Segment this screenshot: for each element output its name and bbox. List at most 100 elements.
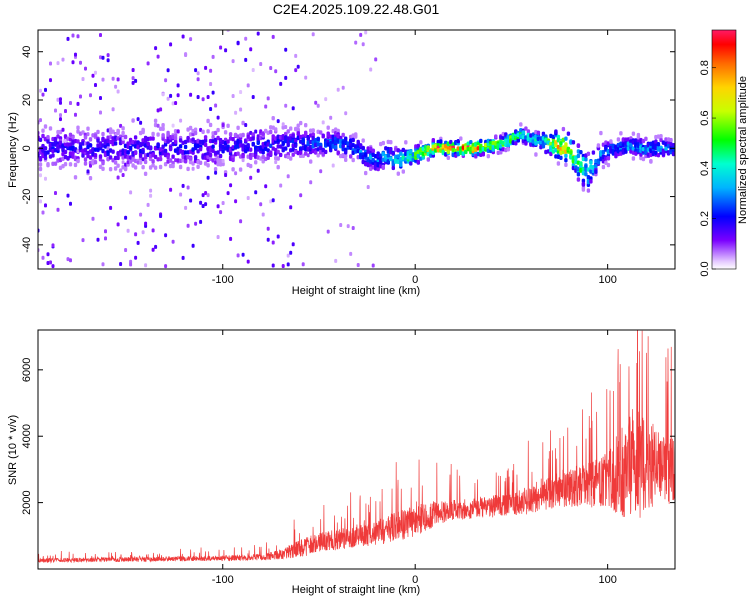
spectrogram-cell (274, 69, 278, 74)
spectrogram-cell (266, 237, 270, 242)
spectrogram-cell (374, 57, 378, 62)
spectrogram-cell (386, 153, 390, 158)
spectrogram-cell (289, 126, 293, 131)
spectrogram-cell (604, 160, 608, 165)
spectrogram-cell (238, 139, 243, 145)
spectrogram-cell (581, 185, 586, 190)
spectrogram-cell (256, 134, 260, 139)
spectrogram-cell (304, 130, 308, 135)
spectrogram-cell (266, 226, 270, 231)
spectrogram-cell (174, 140, 178, 145)
spectrogram-cell (541, 144, 546, 149)
snr-y-tick-label: 2000 (21, 490, 33, 514)
spectrogram-cell (133, 135, 138, 140)
spectrogram-cell (479, 138, 483, 144)
spectrogram-cell (664, 146, 668, 151)
spectrogram-cell (161, 144, 165, 149)
spectrogram-cell (236, 125, 240, 130)
spectrogram-cell (176, 129, 180, 134)
spectrogram-cell (131, 76, 135, 81)
spectrogram-cell (284, 103, 288, 108)
colorbar-tick-label: 0.8 (699, 60, 711, 75)
spectrogram-cell (601, 149, 606, 155)
spectrogram-cell (81, 238, 85, 243)
spectrogram-cell (124, 248, 128, 252)
spectrogram-cell (164, 233, 168, 238)
spectrogram-cell (96, 144, 100, 149)
spectrogram-cell (209, 68, 213, 73)
spectrogram-cell (371, 148, 375, 154)
spectrogram-cell (101, 55, 105, 60)
spectrogram-cell (431, 150, 435, 155)
spectrogram-cell (89, 163, 92, 168)
spectrogram-cell (168, 146, 173, 152)
spectrogram-cell (183, 144, 188, 150)
spectrogram-cell (524, 140, 528, 146)
spectrogram-cell (586, 188, 591, 193)
spectrogram-cell (191, 243, 195, 248)
spectrogram-cell (149, 193, 153, 198)
spectrogram-cell (241, 147, 245, 152)
spectrogram-cell (316, 153, 320, 158)
spectrogram-cell (254, 129, 258, 134)
spectrogram-cell (219, 210, 223, 215)
spectrogram-cell (261, 144, 265, 149)
spectrogram-cell (59, 97, 62, 102)
spectrogram-cell (61, 57, 65, 62)
spectrogram-cell (191, 137, 195, 142)
spectrogram-cell (276, 119, 280, 124)
spectrogram-cell (99, 96, 102, 100)
spectrogram-cell (156, 108, 160, 113)
spectrogram-cell (321, 134, 325, 139)
spectrogram-cell (409, 149, 413, 154)
spectrogram-cell (671, 151, 675, 157)
spectrogram-cell (166, 96, 170, 101)
spectrogram-cell (108, 167, 113, 172)
spectrogram-cell (249, 175, 253, 180)
spectrogram-cell (106, 146, 110, 151)
spectrogram-cell (78, 145, 83, 150)
spectrogram-cell (116, 222, 120, 227)
spectrogram-cell (524, 126, 528, 131)
spectrogram-cell (84, 66, 87, 71)
spectrogram-cell (346, 224, 350, 229)
spectrogram-cell (564, 162, 568, 167)
spectrogram-cell (106, 53, 110, 58)
spectrogram-cell (296, 123, 300, 128)
spectrogram-cell (183, 159, 188, 164)
spectrogram-cell (231, 167, 235, 172)
spectrogram-cell (139, 212, 143, 217)
spectrogram-cell (306, 153, 310, 158)
spectrogram-cell (249, 163, 253, 169)
spectrogram-cell (186, 166, 190, 172)
spectrogram-cell (171, 154, 175, 159)
spectrogram-cell (221, 161, 225, 167)
spectrogram-cell (121, 136, 125, 141)
spectrogram-cell (148, 136, 153, 141)
spectrogram-cell (356, 139, 360, 145)
spectrogram-cell (459, 136, 463, 141)
spectrogram-cell (133, 150, 138, 156)
spectrogram-cell (176, 93, 180, 98)
spectrogram-cell (324, 149, 328, 155)
spectrogram-cell (66, 36, 70, 41)
spectrogram-cell (229, 236, 233, 241)
snr-panel: -100 0 100 2000 4000 6000 Height of straight … (7, 329, 676, 596)
spectrogram-cell (199, 219, 203, 224)
spectrogram-cell (354, 133, 358, 138)
spectrogram-cell (141, 129, 145, 135)
spectrogram-cell (194, 221, 198, 226)
spectrogram-cell (41, 143, 45, 149)
spectrogram-cell (121, 160, 125, 165)
spectrogram-cell (138, 160, 143, 165)
spectrogram-cell (88, 143, 93, 148)
spectrogram-cell (149, 188, 153, 193)
spectrogram-cell (301, 262, 305, 267)
spectrogram-cell (214, 160, 218, 165)
spectrogram-cell (591, 150, 596, 155)
spectrogram-cell (664, 137, 668, 142)
spectrogram-cell (344, 136, 348, 141)
spectrogram-cell (153, 118, 158, 123)
spectrogram-cell (113, 160, 118, 165)
spectrogram-cell (156, 54, 160, 59)
